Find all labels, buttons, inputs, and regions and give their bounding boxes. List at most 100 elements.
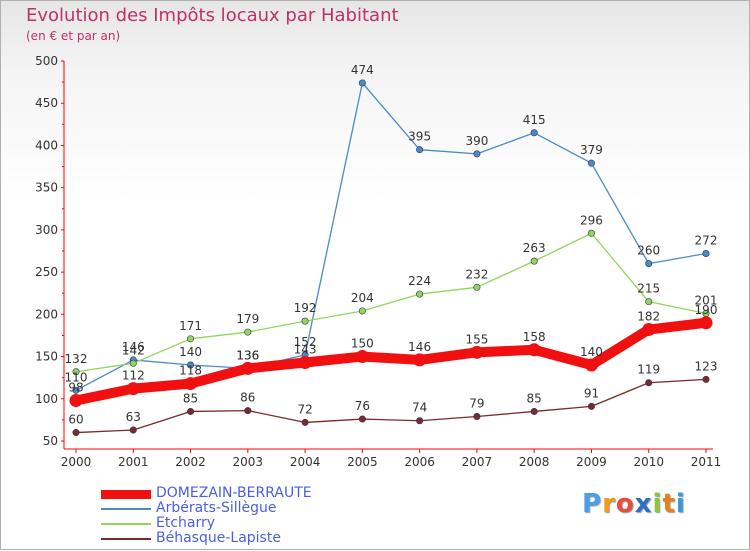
data-label-arberats-sillegue: 152	[294, 335, 317, 349]
data-point-behasque-lapiste	[587, 402, 595, 410]
x-tick-label: 2003	[233, 455, 264, 469]
data-label-etcharry: 215	[637, 282, 660, 296]
data-label-behasque-lapiste: 85	[183, 391, 198, 405]
data-label-arberats-sillegue: 146	[122, 340, 145, 354]
data-point-domezain-berraute	[355, 350, 369, 364]
data-point-domezain-berraute	[298, 355, 312, 369]
data-point-behasque-lapiste	[358, 415, 366, 423]
data-label-domezain-berraute: 146	[408, 340, 431, 354]
data-point-etcharry	[416, 290, 424, 298]
data-label-domezain-berraute: 98	[68, 380, 83, 394]
legend-swatch	[101, 523, 151, 525]
legend-swatch	[101, 538, 151, 540]
data-label-behasque-lapiste: 119	[637, 363, 660, 377]
data-point-behasque-lapiste	[129, 426, 137, 434]
series-line-domezain-berraute	[71, 317, 711, 406]
y-tick-label: 500	[35, 54, 58, 68]
data-point-domezain-berraute	[184, 377, 198, 391]
data-label-arberats-sillegue: 136	[236, 348, 259, 362]
data-label-arberats-sillegue: 474	[351, 63, 374, 77]
legend-label: DOMEZAIN-BERRAUTE	[156, 485, 312, 501]
data-label-behasque-lapiste: 74	[412, 401, 427, 415]
data-point-behasque-lapiste	[301, 418, 309, 426]
data-point-etcharry	[587, 229, 595, 237]
data-label-etcharry: 224	[408, 274, 431, 288]
data-point-etcharry	[244, 328, 252, 336]
data-label-domezain-berraute: 158	[523, 330, 546, 344]
chart-subtitle: (en € et par an)	[26, 29, 121, 43]
data-point-arberats-sillegue	[358, 79, 366, 87]
x-tick-label: 2005	[347, 455, 378, 469]
data-point-behasque-lapiste	[473, 413, 481, 421]
data-label-domezain-berraute: 118	[179, 364, 202, 378]
data-label-etcharry: 171	[179, 319, 202, 333]
y-tick-label: 450	[35, 96, 58, 110]
y-tick-label: 350	[35, 181, 58, 195]
data-point-arberats-sillegue	[72, 386, 80, 394]
data-label-etcharry: 201	[695, 293, 718, 307]
data-point-arberats-sillegue	[702, 250, 710, 258]
legend-label: Etcharry	[156, 515, 216, 531]
data-label-behasque-lapiste: 76	[355, 399, 370, 413]
logo-letter: o	[615, 489, 635, 519]
data-point-domezain-berraute	[470, 345, 484, 359]
data-label-domezain-berraute: 182	[637, 310, 660, 324]
data-point-behasque-lapiste	[645, 379, 653, 387]
data-point-etcharry	[301, 317, 309, 325]
data-label-arberats-sillegue: 110	[65, 370, 88, 384]
data-label-behasque-lapiste: 72	[297, 402, 312, 416]
data-point-arberats-sillegue	[187, 361, 195, 369]
x-tick-label: 2011	[691, 455, 722, 469]
x-tick-label: 2001	[118, 455, 149, 469]
data-label-domezain-berraute: 143	[294, 342, 317, 356]
series-line-arberats-sillegue	[75, 82, 707, 391]
data-label-arberats-sillegue: 272	[695, 234, 718, 248]
data-label-behasque-lapiste: 60	[68, 413, 83, 427]
data-label-arberats-sillegue: 379	[580, 143, 603, 157]
data-point-behasque-lapiste	[244, 407, 252, 415]
data-label-etcharry: 204	[351, 291, 374, 305]
data-point-domezain-berraute	[527, 343, 541, 357]
data-label-domezain-berraute: 112	[122, 369, 145, 383]
data-label-etcharry: 263	[523, 241, 546, 255]
data-point-behasque-lapiste	[72, 429, 80, 437]
y-tick-label: 400	[35, 138, 58, 152]
y-tick-label: 200	[35, 307, 58, 321]
data-label-arberats-sillegue: 390	[465, 134, 488, 148]
legend-label: Béhasque-Lapiste	[156, 530, 281, 546]
logo-letter: t	[662, 489, 676, 519]
data-point-domezain-berraute	[241, 361, 255, 375]
x-tick-label: 2010	[633, 455, 664, 469]
data-label-arberats-sillegue: 395	[408, 130, 431, 144]
x-tick-label: 2006	[404, 455, 435, 469]
data-point-domezain-berraute	[584, 358, 598, 372]
data-label-behasque-lapiste: 85	[527, 391, 542, 405]
data-point-etcharry	[645, 298, 653, 306]
logo-letter: P	[582, 489, 603, 519]
x-tick-label: 2002	[175, 455, 206, 469]
data-label-behasque-lapiste: 79	[469, 397, 484, 411]
data-label-domezain-berraute: 190	[695, 303, 718, 317]
y-tick-label: 300	[35, 223, 58, 237]
data-point-behasque-lapiste	[702, 375, 710, 383]
data-label-domezain-berraute: 140	[580, 345, 603, 359]
data-point-etcharry	[187, 335, 195, 343]
x-tick-label: 2009	[576, 455, 607, 469]
logo-letter: x	[634, 489, 653, 519]
data-point-arberats-sillegue	[473, 150, 481, 158]
data-point-domezain-berraute	[699, 316, 713, 330]
data-label-domezain-berraute: 150	[351, 337, 374, 351]
data-label-domezain-berraute: 155	[465, 332, 488, 346]
data-label-etcharry: 179	[236, 312, 259, 326]
logo-letter: i	[652, 489, 663, 519]
chart-title: Evolution des Impôts locaux par Habitant	[26, 5, 399, 26]
data-point-arberats-sillegue	[530, 129, 538, 137]
logo-letter: i	[675, 489, 686, 519]
data-point-domezain-berraute	[126, 382, 140, 396]
data-label-behasque-lapiste: 91	[584, 386, 599, 400]
data-label-arberats-sillegue: 260	[637, 244, 660, 258]
data-label-etcharry: 142	[122, 343, 145, 357]
data-point-arberats-sillegue	[645, 260, 653, 268]
legend-swatch	[101, 508, 151, 510]
